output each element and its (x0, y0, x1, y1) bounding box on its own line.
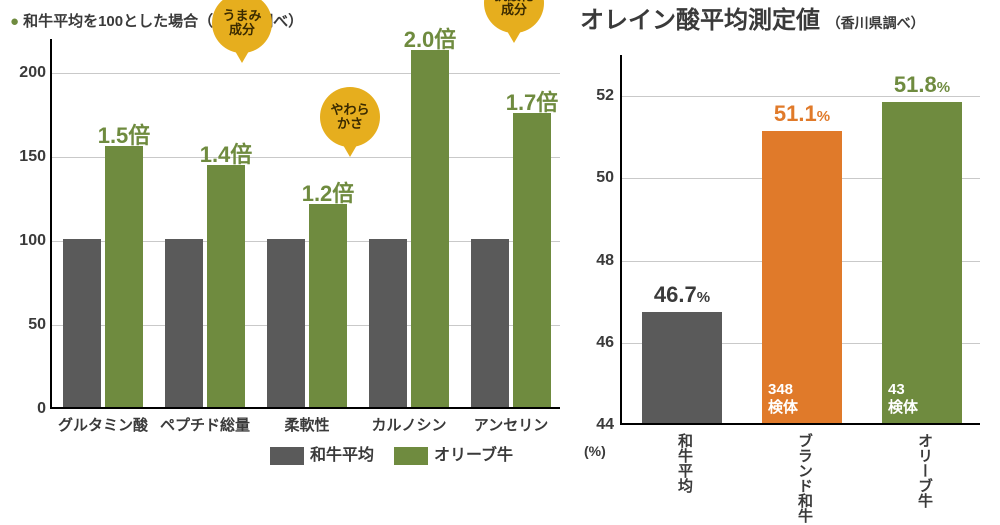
bar-olive: 1.7倍 (513, 113, 551, 407)
category-label: 和牛平均 (674, 433, 695, 493)
left-legend: 和牛平均 オリーブ牛 (270, 441, 513, 465)
right-chart: 444648505246.7%和牛平均51.1%348検体ブランド和牛51.8%… (620, 55, 980, 425)
category-label: グルタミン酸 (58, 414, 148, 435)
category-label: ペプチド総量 (160, 414, 250, 435)
bar-wagyu (165, 239, 203, 407)
bar-olive: 1.2倍 (309, 204, 347, 408)
callout-bubble: やわらかさ (320, 87, 380, 147)
bar: 46.7% (642, 312, 722, 423)
bar-group: 1.7倍 (471, 113, 551, 407)
bar-wagyu (267, 239, 305, 407)
bar-olive: 2.0倍 (411, 50, 449, 407)
left-chart: 0501001502001.5倍グルタミン酸1.4倍ペプチド総量1.2倍柔軟性2… (50, 39, 560, 409)
ytick-label: 50 (584, 169, 614, 187)
bar-wagyu (471, 239, 509, 407)
value-label: 46.7% (654, 282, 710, 308)
ytick-label: 0 (12, 400, 46, 418)
ytick-label: 46 (584, 334, 614, 352)
ytick-label: 100 (12, 232, 46, 250)
left-chart-title: 和牛平均を100とした場合（香川県調べ） (10, 10, 560, 31)
bar-group: 1.2倍 (267, 204, 347, 408)
right-chart-title: オレイン酸平均測定値 （香川県調べ） (580, 0, 990, 35)
ytick-label: 44 (584, 416, 614, 434)
value-label: 51.1% (774, 101, 830, 127)
bar-olive: 1.5倍 (105, 146, 143, 407)
bar: 51.1%348検体 (762, 131, 842, 423)
legend-wagyu: 和牛平均 (270, 441, 374, 465)
multiplier-label: 2.0倍 (404, 22, 457, 54)
sample-label: 43検体 (888, 381, 918, 417)
bar: 51.8%43検体 (882, 102, 962, 423)
legend-olive: オリーブ牛 (394, 441, 513, 465)
ytick-label: 150 (12, 148, 46, 166)
ytick-label: 52 (584, 87, 614, 105)
ytick-label: 200 (12, 64, 46, 82)
category-label: 柔軟性 (284, 414, 329, 435)
ytick-label: 50 (12, 316, 46, 334)
bar-wagyu (63, 239, 101, 407)
bar-group: 1.5倍 (63, 146, 143, 407)
multiplier-label: 1.4倍 (200, 137, 253, 169)
sample-label: 348検体 (768, 381, 798, 417)
value-label: 51.8% (894, 72, 950, 98)
category-label: カルノシン (371, 414, 446, 435)
multiplier-label: 1.5倍 (98, 118, 151, 150)
gridline (52, 73, 560, 74)
bar-wagyu (369, 239, 407, 407)
category-label: アンセリン (474, 414, 548, 435)
y-unit: (%) (584, 443, 606, 459)
ytick-label: 48 (584, 252, 614, 270)
bar-olive: 1.4倍 (207, 165, 245, 407)
bar-group: 1.4倍 (165, 165, 245, 407)
bar-group: 2.0倍 (369, 50, 449, 407)
category-label: ブランド和牛 (794, 433, 815, 523)
multiplier-label: 1.2倍 (302, 176, 355, 208)
multiplier-label: 1.7倍 (506, 85, 559, 117)
category-label: オリーブ牛 (914, 433, 935, 508)
callout-bubble: うまみ成分 (212, 0, 272, 53)
